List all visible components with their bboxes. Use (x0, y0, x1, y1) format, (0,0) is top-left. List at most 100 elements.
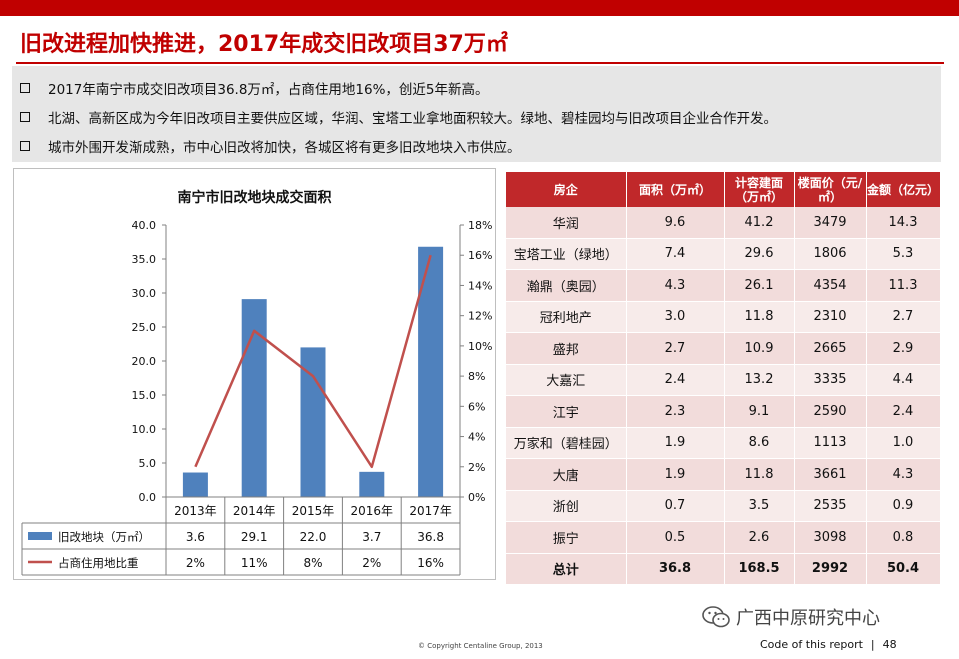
table-row: 大唐 1.9 11.8 3661 4.3 (506, 458, 941, 491)
cell-amount: 14.3 (866, 207, 941, 239)
line-value-label: 11% (241, 556, 268, 570)
footer: Code of this report | 48 (760, 638, 897, 651)
bullet-square-icon (20, 83, 30, 93)
cell-gfa: 11.8 (724, 301, 795, 333)
legend-line-label: 占商住用地比重 (58, 556, 139, 570)
cell-developer: 大唐 (506, 458, 627, 491)
combo-chart: 0.0 5.0 10.0 15.0 20.0 25.0 30.0 35.0 40.0 0% 2% 4%… (21, 219, 492, 576)
bar-value-label: 36.8 (417, 530, 444, 544)
cell-developer: 浙创 (506, 490, 627, 522)
table-row: 大嘉汇 2.4 13.2 3335 4.4 (506, 364, 941, 396)
cell-developer: 瀚鼎（奥园） (506, 269, 627, 302)
left-tick-label: 30.0 (132, 287, 157, 300)
top-accent-bar (0, 0, 959, 16)
bullet-text: 城市外围开发渐成熟，市中心旧改将加快，各城区将有更多旧改地块入市供应。 (48, 140, 521, 156)
bar (182, 472, 208, 497)
left-tick-label: 15.0 (132, 389, 157, 402)
left-tick-label: 35.0 (132, 253, 157, 266)
category-label: 2014年 (233, 504, 276, 518)
header-area: 面积（万㎡） (626, 172, 725, 207)
category-label: 2015年 (292, 504, 335, 518)
cell-area: 3.0 (626, 301, 725, 333)
cell-floor-price: 1806 (794, 238, 867, 270)
cell-area: 9.6 (626, 207, 725, 239)
table-row: 浙创 0.7 3.5 2535 0.9 (506, 490, 941, 522)
cell-floor-price: 2535 (794, 490, 867, 522)
cell-developer: 盛邦 (506, 332, 627, 365)
header-amount: 金额（亿元） (866, 172, 941, 207)
cell-area: 1.9 (626, 458, 725, 491)
cell-floor-price: 2590 (794, 395, 867, 428)
legend-bar-label: 旧改地块（万㎡） (58, 530, 150, 544)
cell-area: 7.4 (626, 238, 725, 270)
cell-gfa: 3.5 (724, 490, 795, 522)
table-total-row: 总计 36.8 168.5 2992 50.4 (506, 553, 941, 585)
left-tick-label: 40.0 (132, 219, 157, 232)
bar (300, 347, 326, 497)
bar-value-label: 3.6 (186, 530, 205, 544)
cell-floor-price: 1113 (794, 427, 867, 459)
cell-gfa: 10.9 (724, 332, 795, 365)
bar (241, 299, 267, 497)
cell-floor-price: 2310 (794, 301, 867, 333)
right-tick-label: 18% (468, 219, 492, 232)
line-value-label: 2% (186, 556, 205, 570)
bullet-item: 北湖、高新区成为今年旧改项目主要供应区域，华润、宝塔工业拿地面积较大。绿地、碧桂… (20, 107, 777, 127)
bullet-square-icon (20, 141, 30, 151)
cell-area: 2.3 (626, 395, 725, 428)
cell-gfa: 29.6 (724, 238, 795, 270)
cell-gfa: 11.8 (724, 458, 795, 491)
left-tick-label: 5.0 (139, 457, 157, 470)
legend-bar-key (28, 532, 52, 540)
right-tick-label: 16% (468, 249, 492, 262)
right-tick-label: 8% (468, 370, 485, 383)
cell-amount: 0.9 (866, 490, 941, 522)
table-row: 华润 9.6 41.2 3479 14.3 (506, 207, 941, 239)
total-floor-price: 2992 (794, 553, 867, 585)
line-value-label: 2% (362, 556, 381, 570)
cell-amount: 1.0 (866, 427, 941, 459)
table-row: 冠利地产 3.0 11.8 2310 2.7 (506, 301, 941, 333)
cell-developer: 宝塔工业（绿地） (506, 238, 627, 270)
left-tick-label: 25.0 (132, 321, 157, 334)
cell-developer: 大嘉汇 (506, 364, 627, 396)
bar-value-label: 3.7 (362, 530, 381, 544)
category-label: 2013年 (174, 504, 217, 518)
cell-amount: 11.3 (866, 269, 941, 302)
cell-amount: 2.7 (866, 301, 941, 333)
cell-amount: 4.4 (866, 364, 941, 396)
cell-area: 2.4 (626, 364, 725, 396)
table-row: 振宁 0.5 2.6 3098 0.8 (506, 521, 941, 554)
footer-separator: | (870, 638, 875, 651)
total-gfa: 168.5 (724, 553, 795, 585)
cell-floor-price: 3335 (794, 364, 867, 396)
right-tick-label: 4% (468, 431, 485, 444)
cell-gfa: 26.1 (724, 269, 795, 302)
cell-floor-price: 3098 (794, 521, 867, 554)
share-line (194, 254, 432, 469)
cell-amount: 5.3 (866, 238, 941, 270)
cell-amount: 0.8 (866, 521, 941, 554)
total-area: 36.8 (626, 553, 725, 585)
cell-gfa: 8.6 (724, 427, 795, 459)
total-developer: 总计 (506, 553, 627, 585)
cell-floor-price: 3479 (794, 207, 867, 239)
cell-area: 0.7 (626, 490, 725, 522)
developer-table: 房企 面积（万㎡） 计容建面（万㎡） 楼面价（元/㎡） 金额（亿元） 华润 9.6… (506, 172, 941, 585)
chart-panel: 南宁市旧改地块成交面积 0.0 5.0 10.0 15.0 20.0 25.0 30.0 35… (13, 168, 496, 580)
right-tick-label: 12% (468, 310, 492, 323)
summary-box: 2017年南宁市成交旧改项目36.8万㎡，占商住用地16%，创近5年新高。 北湖… (12, 66, 941, 162)
table-row: 江宇 2.3 9.1 2590 2.4 (506, 395, 941, 428)
cell-gfa: 41.2 (724, 207, 795, 239)
left-tick-label: 20.0 (132, 355, 157, 368)
wechat-icon (702, 606, 730, 628)
bullet-item: 2017年南宁市成交旧改项目36.8万㎡，占商住用地16%，创近5年新高。 (20, 78, 489, 98)
page-title: 旧改进程加快推进，2017年成交旧改项目37万㎡ (20, 32, 508, 57)
copyright-text: © Copyright Centaline Group, 2013 (418, 642, 543, 650)
header-floor-price: 楼面价（元/㎡） (794, 172, 867, 207)
watermark-text: 广西中原研究中心 (736, 608, 880, 629)
table-row: 万家和（碧桂园） 1.9 8.6 1113 1.0 (506, 427, 941, 459)
chart-title: 南宁市旧改地块成交面积 (177, 190, 332, 206)
line-value-label: 16% (417, 556, 444, 570)
cell-amount: 2.9 (866, 332, 941, 365)
